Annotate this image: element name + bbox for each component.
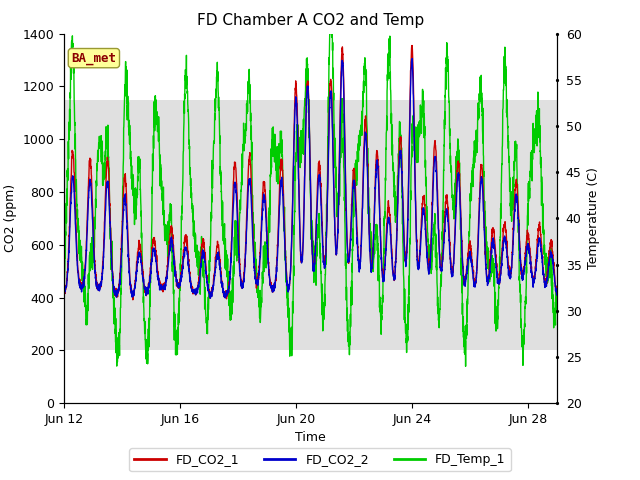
FD_CO2_1	[490, 236, 498, 241]
Bar	[64, 99, 557, 350]
FD_CO2_1	[116, 272, 124, 278]
FD_Temp_1	[60, 295, 68, 301]
FD_CO2_2	[116, 275, 124, 280]
FD_CO2_2	[60, 286, 68, 291]
FD_CO2_2	[146, 282, 154, 288]
FD_CO2_1	[553, 289, 561, 295]
X-axis label: Time: Time	[295, 432, 326, 444]
FD_CO2_2	[490, 242, 498, 248]
Text: BA_met: BA_met	[72, 52, 116, 65]
FD_CO2_1	[543, 269, 551, 275]
FD_Temp_1	[326, 31, 333, 36]
FD_CO2_2	[250, 245, 257, 251]
Title: FD Chamber A CO2 and Temp: FD Chamber A CO2 and Temp	[196, 13, 424, 28]
FD_Temp_1	[249, 228, 257, 234]
FD_Temp_1	[271, 137, 278, 143]
FD_Temp_1	[462, 363, 470, 369]
FD_CO2_2	[543, 278, 551, 284]
Y-axis label: CO2 (ppm): CO2 (ppm)	[4, 184, 17, 252]
FD_Temp_1	[543, 268, 551, 274]
FD_CO2_2	[553, 287, 561, 292]
FD_CO2_2	[207, 295, 214, 301]
FD_Temp_1	[146, 315, 154, 321]
FD_CO2_2	[271, 280, 278, 286]
FD_CO2_2	[408, 56, 416, 61]
FD_CO2_1	[271, 280, 278, 286]
Line: FD_CO2_2: FD_CO2_2	[64, 59, 557, 298]
FD_Temp_1	[490, 279, 498, 285]
FD_Temp_1	[553, 285, 561, 290]
FD_CO2_1	[60, 285, 68, 291]
FD_CO2_1	[129, 297, 137, 303]
Y-axis label: Temperature (C): Temperature (C)	[588, 168, 600, 269]
Legend: FD_CO2_1, FD_CO2_2, FD_Temp_1: FD_CO2_1, FD_CO2_2, FD_Temp_1	[129, 448, 511, 471]
FD_CO2_1	[408, 43, 416, 48]
Line: FD_CO2_1: FD_CO2_1	[64, 46, 557, 300]
FD_CO2_1	[250, 234, 257, 240]
FD_CO2_1	[146, 273, 154, 278]
FD_Temp_1	[116, 330, 124, 336]
Line: FD_Temp_1: FD_Temp_1	[64, 34, 557, 366]
